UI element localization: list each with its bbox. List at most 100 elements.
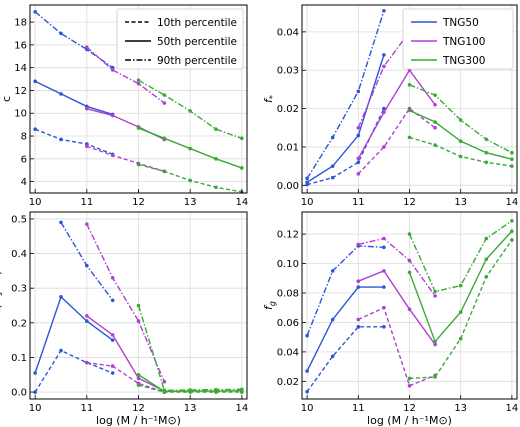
y-tick-label: 0.12 xyxy=(277,230,299,241)
data-point xyxy=(356,317,361,322)
data-point xyxy=(110,371,115,375)
data-point xyxy=(110,113,115,118)
data-point xyxy=(330,175,335,180)
data-point xyxy=(510,150,514,155)
y-tick-label: 0.03 xyxy=(277,66,299,77)
data-point xyxy=(162,93,167,97)
x-tick-label: 14 xyxy=(506,403,519,414)
data-point xyxy=(59,137,63,142)
data-point xyxy=(458,310,463,314)
data-point xyxy=(136,319,141,323)
data-point xyxy=(433,339,437,344)
data-point xyxy=(330,317,335,322)
x-tick-label: 12 xyxy=(132,197,145,208)
data-point xyxy=(356,325,361,329)
data-point xyxy=(382,285,386,289)
x-tick-label: 10 xyxy=(301,197,314,208)
data-point xyxy=(136,126,141,130)
x-tick-label: 12 xyxy=(132,403,145,414)
x-tick-label: 14 xyxy=(506,197,519,208)
data-point xyxy=(382,8,386,13)
data-point xyxy=(382,145,386,149)
data-point xyxy=(85,144,89,149)
data-point xyxy=(407,383,412,388)
x-tick-label: 10 xyxy=(301,403,314,414)
data-point xyxy=(305,180,309,185)
data-point xyxy=(59,220,63,225)
data-point xyxy=(510,229,514,233)
data-point xyxy=(85,314,89,318)
data-point xyxy=(214,157,218,161)
y-axis-label: SSFR (Gyr⁻¹) xyxy=(0,271,3,341)
data-point xyxy=(85,360,89,365)
y-tick-label: 0.02 xyxy=(277,104,299,115)
x-tick-label: 13 xyxy=(454,403,467,414)
data-point xyxy=(59,92,63,96)
y-tick-label: 0.08 xyxy=(277,288,299,299)
y-tick-label: 18 xyxy=(14,18,27,29)
data-point xyxy=(407,108,412,113)
series-line-tng50-dashdot xyxy=(306,10,385,179)
series-line-tng50-dashdot xyxy=(34,11,114,69)
data-point xyxy=(136,303,141,308)
data-point xyxy=(356,125,361,130)
data-point xyxy=(110,364,115,368)
y-tick-label: 0.10 xyxy=(277,259,299,270)
data-point xyxy=(458,139,463,144)
data-point xyxy=(356,279,361,284)
x-tick-label: 11 xyxy=(80,403,93,414)
data-point xyxy=(110,153,115,158)
x-tick-label: 14 xyxy=(235,197,248,208)
data-point xyxy=(356,156,361,161)
data-point xyxy=(188,388,192,392)
series-line-tng100-dashdot xyxy=(86,223,165,382)
y-tick-label: 14 xyxy=(14,63,27,74)
y-axis-label: c xyxy=(0,96,13,102)
data-point xyxy=(240,136,244,141)
data-point xyxy=(510,164,514,168)
data-point xyxy=(484,257,489,261)
data-point xyxy=(356,133,361,138)
x-tick-label: 11 xyxy=(352,403,365,414)
y-tick-label: 0.02 xyxy=(277,377,299,388)
data-point xyxy=(136,376,141,381)
data-point xyxy=(162,101,167,105)
data-point xyxy=(85,319,89,323)
data-point xyxy=(484,236,489,241)
data-point xyxy=(407,135,412,140)
data-point xyxy=(407,270,412,275)
data-point xyxy=(458,154,463,159)
x-tick-label: 12 xyxy=(403,403,416,414)
data-point xyxy=(110,333,115,337)
series-line-tng100-solid xyxy=(358,270,436,345)
series-line-tng100-dashed xyxy=(357,107,436,175)
y-tick-label: 16 xyxy=(14,40,27,51)
data-point xyxy=(484,137,489,142)
series-line-tng50-solid xyxy=(306,286,384,372)
x-tick-label: 11 xyxy=(352,197,365,208)
series-line-tng100-solid xyxy=(357,68,436,159)
y-tick-label: 0.00 xyxy=(277,181,299,192)
data-point xyxy=(33,10,37,14)
data-point xyxy=(188,146,192,151)
series-line-tng50-dashed xyxy=(34,349,113,393)
data-point xyxy=(214,185,218,190)
series-line-tng50-dashed xyxy=(306,326,384,393)
data-point xyxy=(484,160,489,165)
legend-label: TNG100 xyxy=(442,36,485,48)
legend-box xyxy=(402,8,514,70)
panel-bottom-right: 10 11 12 13 14 0.02 0.04 0.06 0.08 0.10 0.12 fg log … xyxy=(262,211,519,427)
data-point xyxy=(356,89,361,94)
y-tick-label: 8 xyxy=(21,132,27,143)
x-tick-label: 13 xyxy=(454,197,467,208)
data-point xyxy=(305,389,309,394)
series-line-tng100-dashed xyxy=(358,306,436,387)
data-point xyxy=(382,110,386,115)
data-point xyxy=(433,102,437,107)
data-point xyxy=(59,31,63,36)
x-tick-label: 10 xyxy=(29,403,42,414)
data-point xyxy=(433,294,437,298)
data-point xyxy=(382,236,386,241)
y-tick-label: 0.06 xyxy=(277,318,299,329)
